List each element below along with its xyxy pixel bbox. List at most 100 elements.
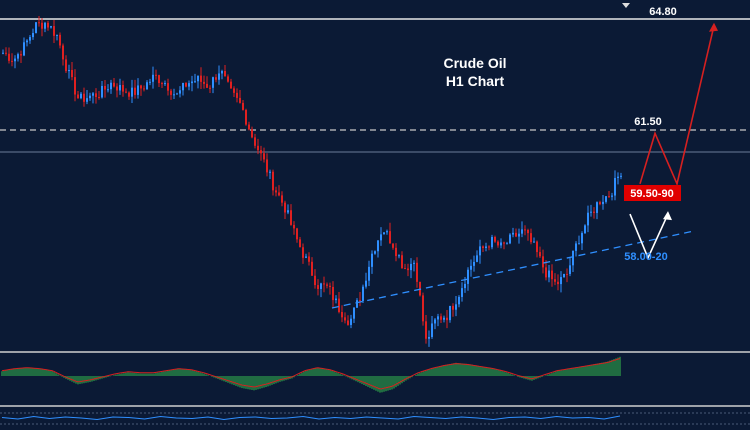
candle-body [155,74,157,76]
candle-body [8,53,10,61]
candle-body [587,212,589,226]
candle-body [599,202,601,205]
candle-body [440,316,442,320]
candle-body [377,240,379,252]
candle-body [392,243,394,248]
candle-body [398,255,400,257]
candle-body [584,225,586,234]
candle-body [539,252,541,257]
candle-body [194,81,196,83]
candle-body [344,317,346,321]
candle-body [602,201,604,205]
candle-body [404,268,406,270]
candle-body [509,234,511,244]
candle-body [20,54,22,56]
candle-body [26,40,28,43]
candle-body [293,224,295,229]
candle-body [188,83,190,87]
candle-body [446,317,448,321]
candle-body [101,85,103,98]
candle-body [605,196,607,202]
candle-body [149,81,151,83]
candle-body [536,241,538,253]
candle-body [176,93,178,95]
candle-body [530,233,532,243]
candle-body [95,93,97,98]
candle-body [401,255,403,269]
candle-body [152,74,154,82]
candle-body [467,269,469,284]
candle-body [197,75,199,82]
candle-body [83,93,85,102]
candle-body [218,73,220,80]
oscillator-line [1,415,621,421]
candle-body [104,85,106,90]
candle-body [533,241,535,243]
candle-body [113,82,115,87]
candle-body [479,246,481,256]
candle-body [14,58,16,62]
candle-body [314,275,316,286]
candle-body [395,247,397,257]
macd-indicator [1,356,621,393]
candle-body [617,176,619,178]
candle-body [32,32,34,38]
top-marker-icon [622,3,630,8]
candle-body [482,246,484,249]
candle-body [128,92,130,97]
candle-body [266,159,268,173]
candle-body [506,243,508,245]
candle-body [287,210,289,213]
candle-body [23,42,25,56]
candle-body [611,195,613,197]
candle-body [41,22,43,29]
candle-body [608,196,610,198]
candle-body [572,250,574,266]
candle-body [461,288,463,297]
forecast-up-path [639,25,715,187]
candle-body [380,234,382,241]
candle-body [254,137,256,146]
candle-body [212,77,214,88]
candle-body [281,195,283,203]
candle-body [437,316,439,320]
candle-body [596,202,598,213]
candle-body [470,265,472,270]
candle-body [74,77,76,95]
forecast-arrows [629,22,718,260]
candle-body [89,95,91,99]
candle-body [335,298,337,301]
chart-title-line1: Crude Oil [443,55,506,71]
candle-body [170,90,172,95]
candle-body [125,91,127,93]
candle-body [137,85,139,95]
candle-body [443,317,445,320]
candle-body [518,233,520,237]
candle-body [494,236,496,242]
candle-body [278,192,280,196]
candle-body [206,83,208,88]
candle-body [251,129,253,138]
candle-body [500,242,502,246]
candle-body [11,60,13,62]
candle-body [236,92,238,98]
candle-body [299,239,301,248]
candle-body [365,280,367,287]
candle-body [503,242,505,244]
candle-body [326,284,328,286]
candle-body [35,22,37,33]
candle-body [65,59,67,72]
candle-body [329,285,331,287]
candle-body [215,77,217,80]
candle-body [146,82,148,90]
candle-body [320,283,322,289]
candle-body [86,98,88,102]
target-zone-box [624,185,681,201]
candle-body [68,69,70,72]
candle-body [455,304,457,310]
candle-body [98,97,100,99]
candle-body [554,279,556,282]
candle-body [488,246,490,248]
candle-body [200,75,202,82]
